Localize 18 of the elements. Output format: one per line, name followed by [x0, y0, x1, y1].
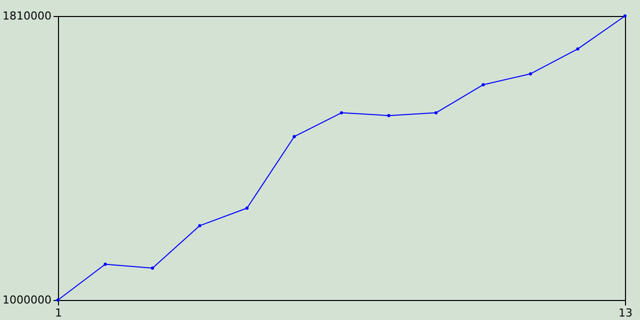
point [340, 111, 344, 114]
line-series [56, 14, 627, 302]
x-tick-label: 13 [618, 306, 632, 320]
point [56, 298, 60, 302]
point [528, 72, 532, 76]
point [245, 206, 249, 210]
point [198, 224, 202, 228]
point [576, 47, 580, 51]
point [387, 114, 390, 118]
point [292, 135, 296, 138]
point [434, 111, 438, 114]
y-tick-label: 1810000 [2, 10, 52, 22]
point [623, 14, 627, 18]
y-tick-label: 1000000 [2, 294, 52, 306]
point [482, 83, 485, 86]
point [104, 262, 107, 266]
x-tick-label: 1 [55, 306, 62, 320]
point [150, 266, 154, 270]
